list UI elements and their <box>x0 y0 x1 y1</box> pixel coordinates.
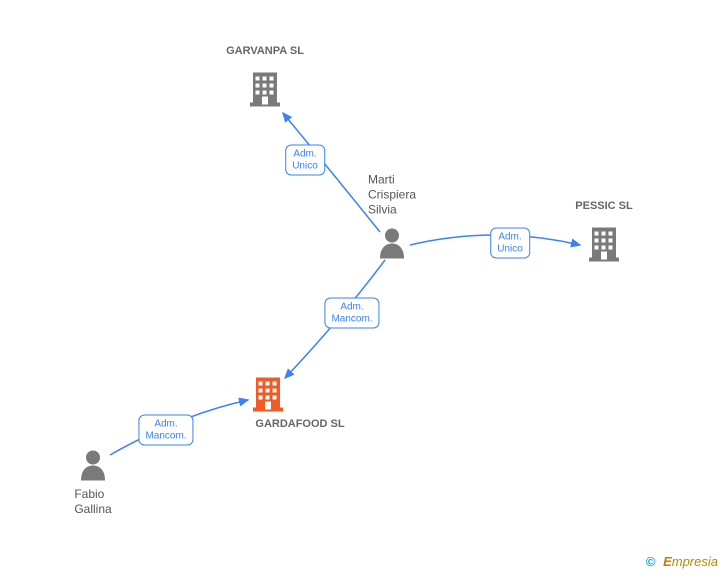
node-gardafood[interactable] <box>251 374 285 417</box>
person-icon <box>377 227 407 259</box>
label-gardafood: GARDAFOOD SL <box>255 418 344 432</box>
node-fabio[interactable] <box>78 449 108 486</box>
label-fabio: Fabio Gallina <box>74 487 111 517</box>
copyright-symbol: © <box>646 554 656 569</box>
diagram-canvas: GARVANPA SL PESSIC SL GARDAFOOD SL Marti… <box>0 0 728 575</box>
building-icon <box>587 224 621 262</box>
edge-label-marti-gardafood: Adm. Mancom. <box>324 298 379 329</box>
edge-label-fabio-gardafood: Adm. Mancom. <box>138 415 193 446</box>
footer-credit: © Empresia <box>646 554 718 569</box>
person-icon <box>78 449 108 481</box>
building-icon <box>248 69 282 107</box>
node-pessic[interactable] <box>587 224 621 267</box>
building-icon <box>251 374 285 412</box>
edge-label-marti-garvanpa: Adm. Unico <box>285 145 325 176</box>
edge-label-marti-pessic: Adm. Unico <box>490 228 530 259</box>
label-garvanpa: GARVANPA SL <box>226 45 304 59</box>
node-garvanpa[interactable] <box>248 69 282 112</box>
node-marti[interactable] <box>377 227 407 264</box>
label-pessic: PESSIC SL <box>575 200 632 214</box>
label-marti: Marti Crispiera Silvia <box>368 173 416 218</box>
brand-name: Empresia <box>663 554 718 569</box>
